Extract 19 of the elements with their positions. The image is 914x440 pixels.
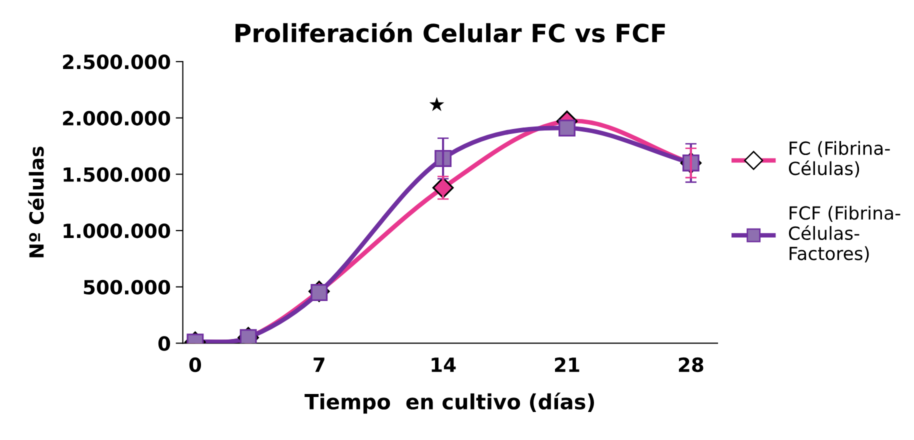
y-tick-label: 500.000 [84,280,170,295]
point [558,120,576,137]
y-tick-label: 2.500.000 [63,54,170,70]
x-tick-label: 28 [678,357,704,372]
x-tick-label: 0 [189,357,202,372]
chart-title: Proliferación Celular FC vs FCF [236,22,665,43]
annotation: ★ [429,97,444,112]
y-tick-label: 2.000.000 [63,110,170,126]
y-tick-label: 1.500.000 [64,167,170,182]
x-tick-label: 7 [314,358,324,372]
x-axis-title: Tiempo en cultivo (días) [304,392,594,414]
y-tick-label: 1.000.000 [64,224,170,238]
legend-label: FC (Fibrina- Células) [788,141,890,178]
y-axis-title: Nº Células [28,146,44,258]
x-tick-label: 14 [432,358,456,372]
legend-label: FCF (Fibrina- Células- Factores) [788,206,900,262]
x-tick-label: 21 [555,357,580,372]
point [240,329,257,344]
y-tick-label: 0 [158,336,170,351]
